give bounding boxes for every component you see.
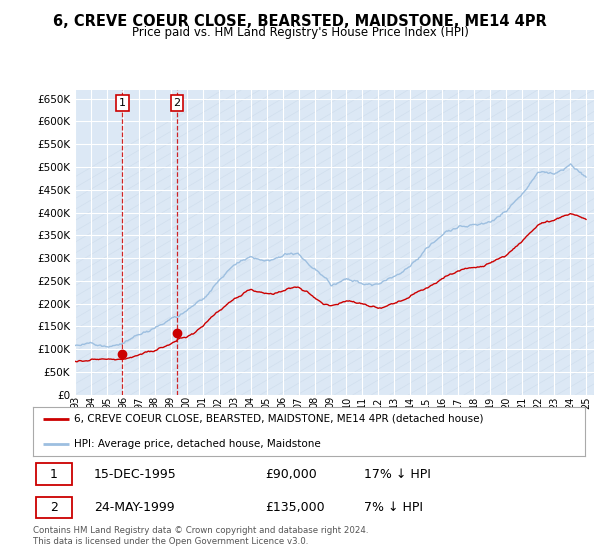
Text: 7% ↓ HPI: 7% ↓ HPI [364, 501, 423, 514]
Text: Price paid vs. HM Land Registry's House Price Index (HPI): Price paid vs. HM Land Registry's House … [131, 26, 469, 39]
Text: 2: 2 [173, 98, 181, 108]
Text: 15-DEC-1995: 15-DEC-1995 [94, 468, 176, 480]
Text: 24-MAY-1999: 24-MAY-1999 [94, 501, 175, 514]
Text: Contains HM Land Registry data © Crown copyright and database right 2024.
This d: Contains HM Land Registry data © Crown c… [33, 526, 368, 546]
Text: £135,000: £135,000 [265, 501, 325, 514]
Text: 1: 1 [119, 98, 126, 108]
Text: HPI: Average price, detached house, Maidstone: HPI: Average price, detached house, Maid… [74, 438, 321, 449]
Text: £90,000: £90,000 [265, 468, 317, 480]
Text: 1: 1 [50, 468, 58, 480]
FancyBboxPatch shape [36, 463, 71, 484]
FancyBboxPatch shape [36, 497, 71, 518]
Text: 2: 2 [50, 501, 58, 514]
Text: 6, CREVE COEUR CLOSE, BEARSTED, MAIDSTONE, ME14 4PR: 6, CREVE COEUR CLOSE, BEARSTED, MAIDSTON… [53, 14, 547, 29]
Text: 17% ↓ HPI: 17% ↓ HPI [364, 468, 431, 480]
Text: 6, CREVE COEUR CLOSE, BEARSTED, MAIDSTONE, ME14 4PR (detached house): 6, CREVE COEUR CLOSE, BEARSTED, MAIDSTON… [74, 414, 484, 424]
